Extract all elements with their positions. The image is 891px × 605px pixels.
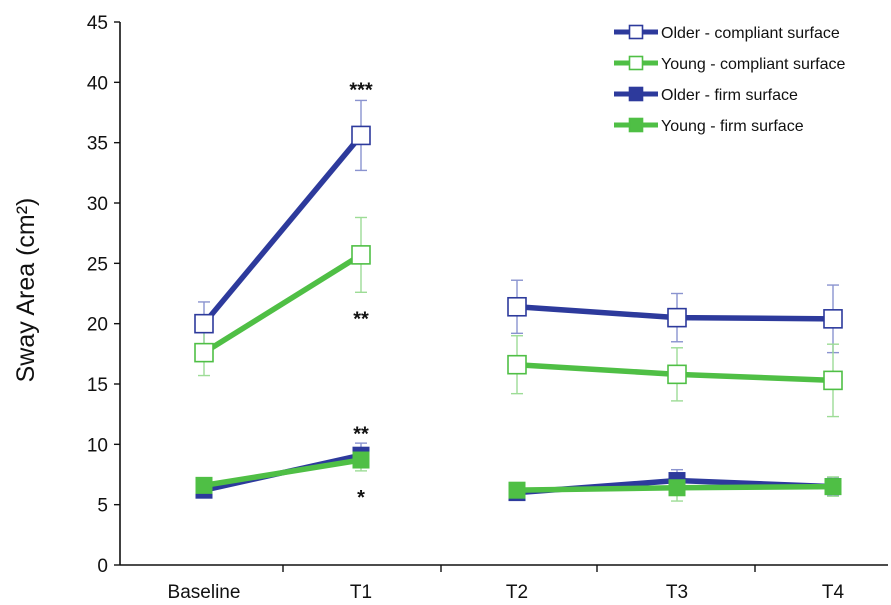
significance-marker: ** [353,423,369,445]
data-point-young-firm-surface [508,481,526,499]
legend-label: Older - compliant surface [661,25,840,42]
data-point-young-compliant-surface [194,342,214,363]
significance-marker: * [357,487,365,509]
legend-label: Young - firm surface [661,118,804,135]
y-tick-label: 5 [97,496,108,517]
x-tick-label: T1 [350,582,372,603]
legend-marker [628,117,644,133]
significance-marker: *** [349,79,373,101]
series-line-older-compliant-surface [201,133,364,326]
x-tick-label: T4 [822,582,845,603]
data-point-young-compliant-surface [507,354,527,375]
y-tick-label: 15 [87,375,108,396]
legend-marker [628,55,644,71]
y-tick-label: 40 [87,73,108,94]
legend-marker [628,24,644,40]
y-tick-label: 35 [87,134,108,155]
data-point-young-firm-surface [352,451,370,469]
series-line-young-compliant-surface [202,252,363,355]
y-axis-title: Sway Area (cm²) [12,198,40,383]
x-tick-label: T3 [666,582,688,603]
y-tick-label: 20 [87,315,108,336]
y-tick-label: 25 [87,254,108,275]
y-tick-label: 30 [87,194,108,215]
x-tick-label: T2 [506,582,528,603]
y-tick-label: 0 [97,556,108,577]
data-point-older-compliant-surface [667,307,687,328]
data-point-older-compliant-surface [194,313,214,334]
y-tick-label: 45 [87,13,108,34]
data-point-young-compliant-surface [823,370,843,391]
data-point-older-compliant-surface [823,309,843,329]
legend-marker [628,86,644,102]
significance-marker: ** [353,309,369,331]
series-line-young-firm-surface [203,457,362,489]
data-point-young-compliant-surface [351,245,371,265]
data-point-young-firm-surface [824,478,842,496]
x-tick-label: Baseline [168,582,241,603]
data-point-young-compliant-surface [667,364,687,385]
y-tick-label: 10 [87,435,108,456]
data-point-older-compliant-surface [351,125,371,146]
data-point-young-firm-surface [195,476,213,494]
legend-label: Older - firm surface [661,87,798,104]
legend-label: Young - compliant surface [661,56,846,73]
data-point-young-firm-surface [668,479,686,497]
data-point-older-compliant-surface [507,296,527,317]
